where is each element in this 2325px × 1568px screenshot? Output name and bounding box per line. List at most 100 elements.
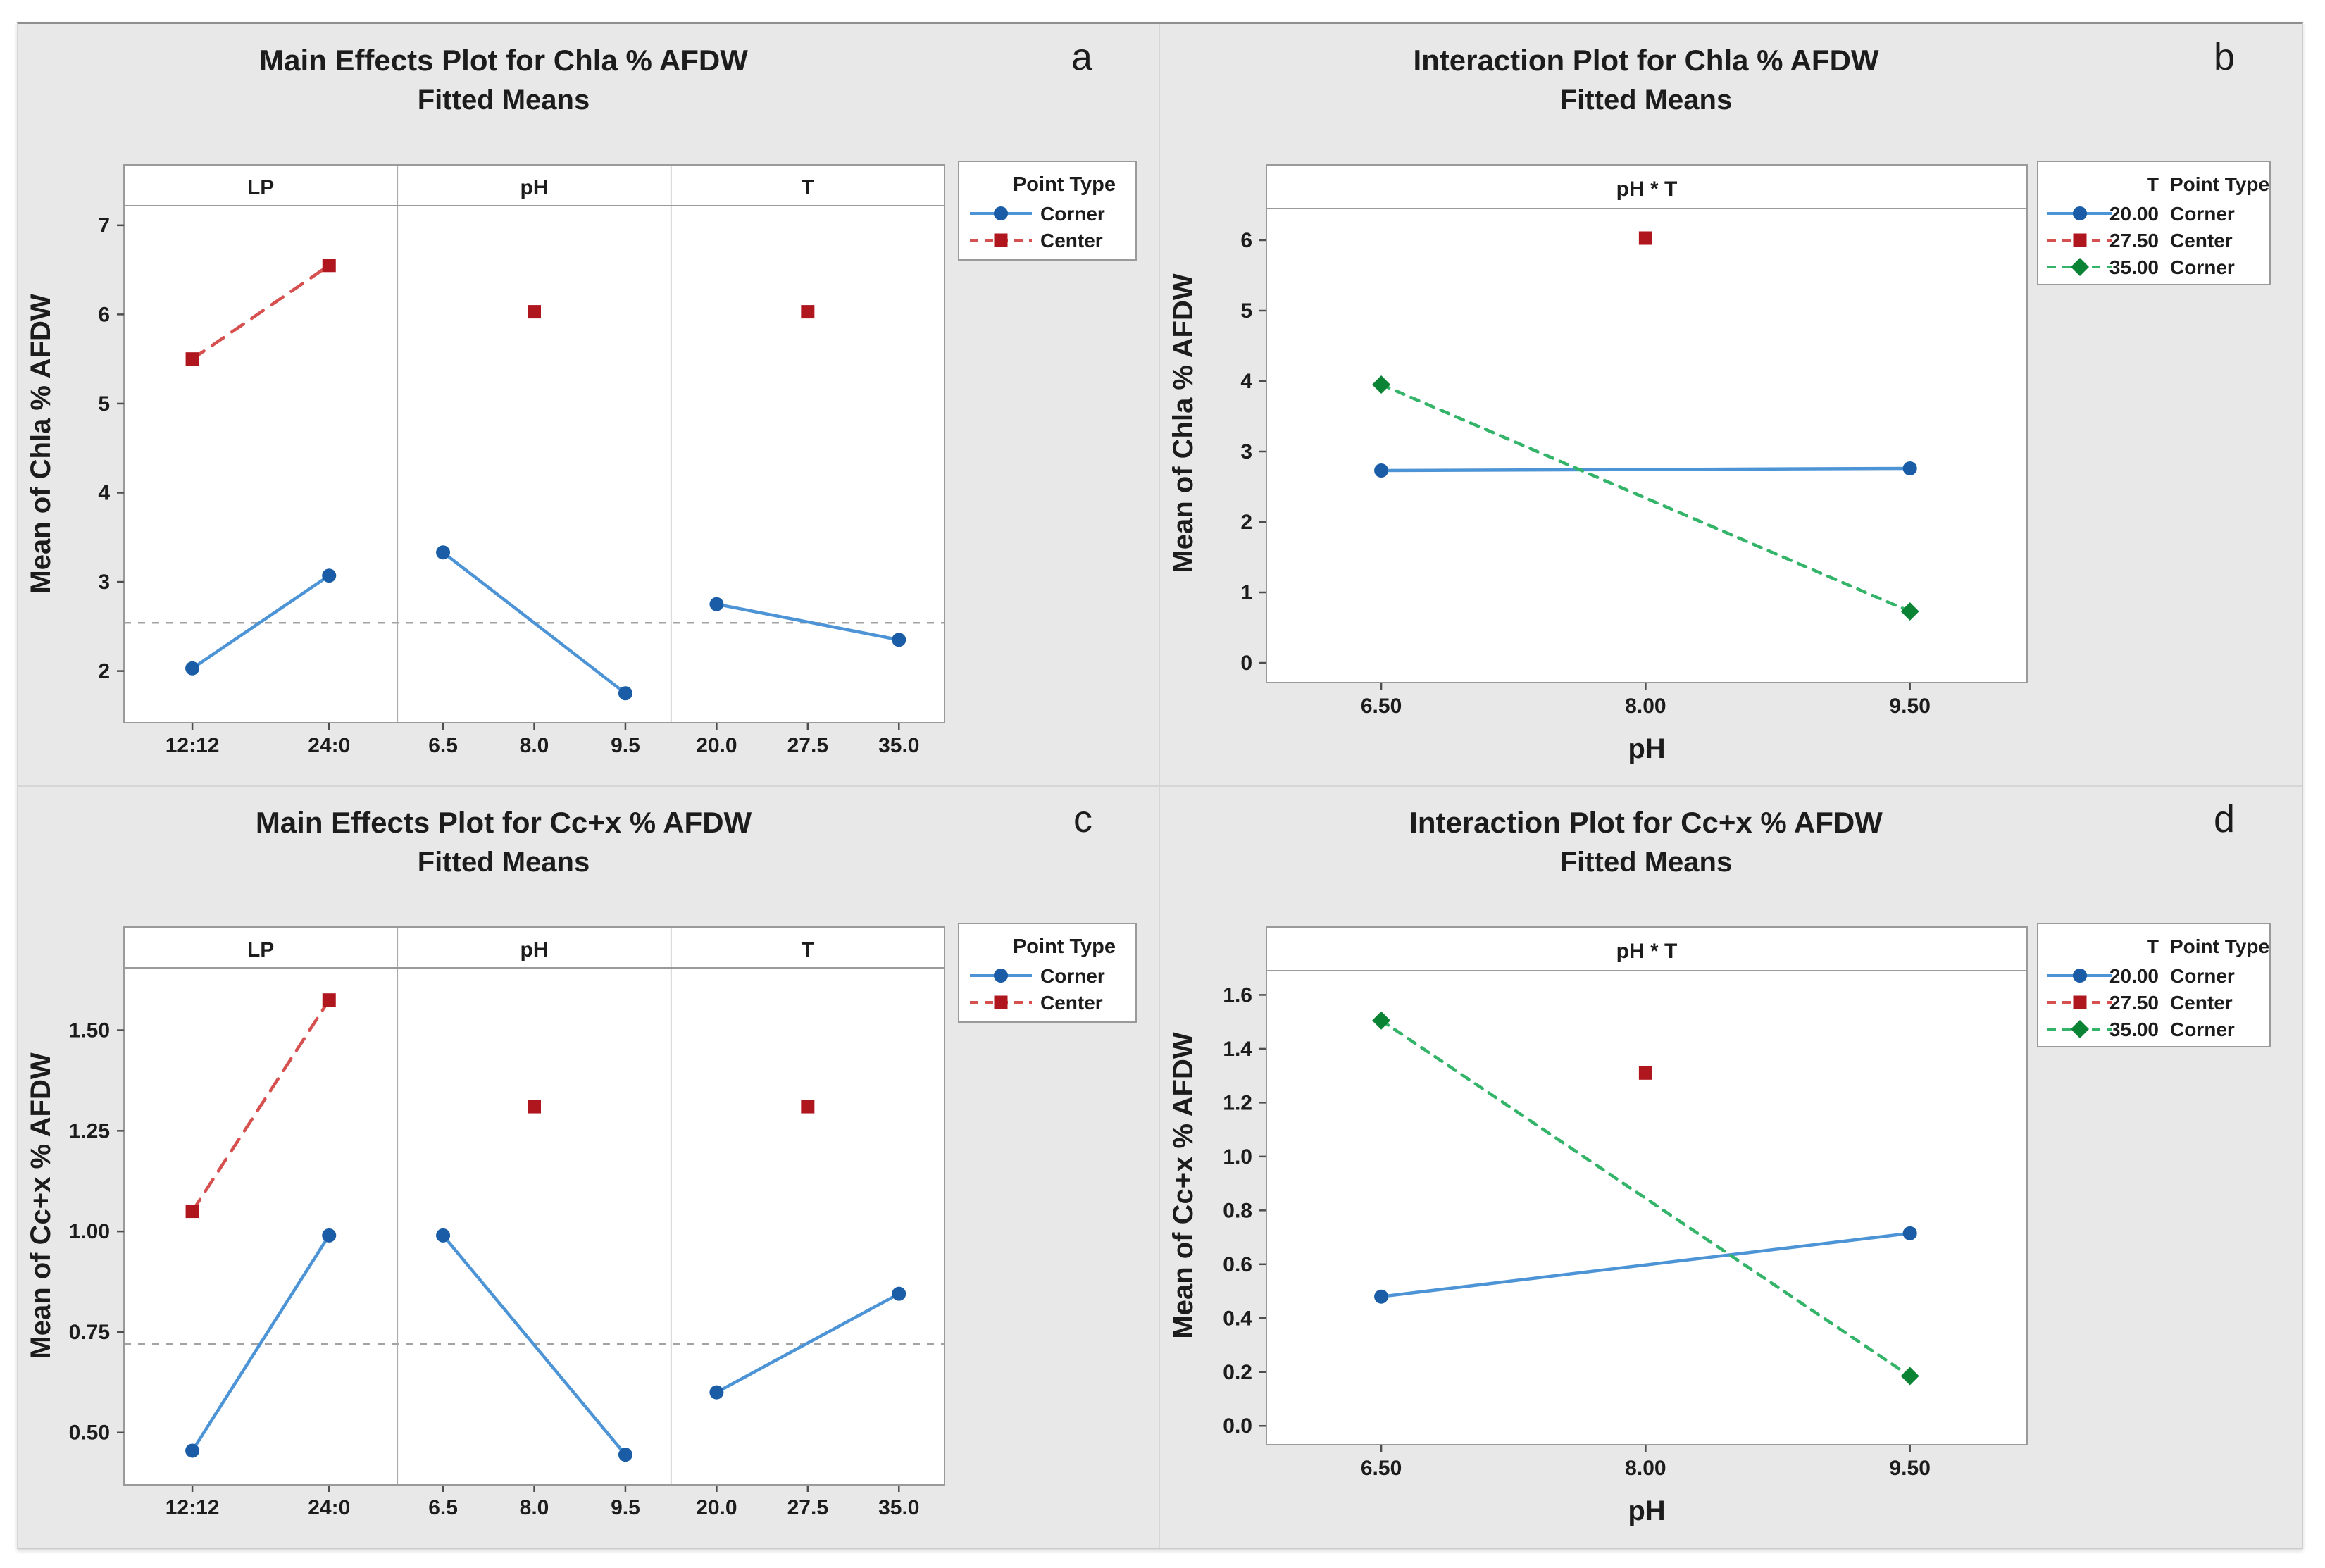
svg-text:Point Type: Point Type <box>1013 935 1116 958</box>
svg-text:LP: LP <box>247 938 274 962</box>
svg-text:Corner: Corner <box>2170 203 2235 225</box>
svg-text:9.50: 9.50 <box>1889 695 1930 718</box>
svg-text:Mean of Cc+x % AFDW: Mean of Cc+x % AFDW <box>1168 1032 1199 1338</box>
chart-subtitle: Fitted Means <box>1559 85 1733 116</box>
svg-text:5: 5 <box>1240 299 1252 323</box>
svg-text:pH * T: pH * T <box>1616 178 1678 201</box>
svg-text:1.00: 1.00 <box>69 1220 110 1243</box>
svg-text:8.0: 8.0 <box>520 734 549 757</box>
svg-text:1.0: 1.0 <box>1223 1145 1252 1169</box>
svg-text:6.5: 6.5 <box>428 734 458 757</box>
svg-text:Corner: Corner <box>1040 965 1105 987</box>
svg-text:Center: Center <box>1040 230 1103 251</box>
svg-text:20.00: 20.00 <box>2109 203 2159 225</box>
svg-text:27.50: 27.50 <box>2109 230 2159 251</box>
svg-text:35.0: 35.0 <box>878 1496 919 1519</box>
legend: T Point Type 20.00 Corner 27.50 Center 35.00 Co… <box>2037 923 2271 1047</box>
svg-text:1: 1 <box>1240 581 1252 604</box>
svg-text:T: T <box>2147 935 2159 957</box>
chart-title: Interaction Plot for Chla % AFDW <box>1413 44 1879 77</box>
main-effects-chart-ccx: LP 12:12 24:0 pH 6.5 8.0 9.5 T 20.0 27.5 35.0 1.50 1… <box>25 923 1137 1519</box>
chart-title: Interaction Plot for Cc+x % AFDW <box>1409 806 1883 839</box>
svg-text:Corner: Corner <box>1040 203 1105 225</box>
chart-subtitle: Fitted Means <box>417 85 590 116</box>
panel-letter-d: d <box>2213 798 2235 840</box>
svg-text:pH: pH <box>521 938 549 962</box>
svg-text:5: 5 <box>98 392 110 416</box>
panel-main-effects-chla: Main Effects Plot for Chla % AFDW Fitted… <box>18 24 1159 786</box>
svg-text:Mean of Chla % AFDW: Mean of Chla % AFDW <box>1168 273 1199 573</box>
svg-text:6: 6 <box>98 303 110 326</box>
svg-text:6: 6 <box>1240 229 1252 252</box>
svg-text:Corner: Corner <box>2170 1019 2235 1040</box>
legend: Point Type Corner Center <box>958 923 1137 1023</box>
panel-main-effects-ccx: Main Effects Plot for Cc+x % AFDW Fitted… <box>18 786 1159 1548</box>
legend: Point Type Corner Center <box>958 161 1137 261</box>
svg-text:12:12: 12:12 <box>166 734 220 757</box>
svg-text:9.5: 9.5 <box>611 1496 640 1519</box>
chart-title: Main Effects Plot for Chla % AFDW <box>259 44 748 77</box>
svg-text:1.2: 1.2 <box>1223 1091 1252 1114</box>
panel-interaction-ccx: Interaction Plot for Cc+x % AFDW Fitted … <box>1160 786 2302 1548</box>
svg-text:24:0: 24:0 <box>308 1496 350 1519</box>
svg-text:1.6: 1.6 <box>1223 983 1252 1007</box>
svg-text:T: T <box>802 938 814 962</box>
svg-text:35.00: 35.00 <box>2109 256 2159 278</box>
svg-text:pH: pH <box>1628 1495 1665 1526</box>
svg-text:T: T <box>802 176 814 199</box>
svg-text:2: 2 <box>1240 511 1252 534</box>
svg-text:pH * T: pH * T <box>1616 940 1678 963</box>
figure-canvas: Main Effects Plot for Chla % AFDW Fitted… <box>17 22 2303 1549</box>
svg-text:Corner: Corner <box>2170 965 2235 987</box>
svg-text:20.0: 20.0 <box>696 1496 737 1519</box>
panel-letter-a: a <box>1071 36 1092 78</box>
svg-text:6.50: 6.50 <box>1361 1457 1402 1480</box>
svg-text:4: 4 <box>1240 370 1252 393</box>
svg-text:8.00: 8.00 <box>1625 695 1666 718</box>
svg-text:Center: Center <box>2170 992 2233 1014</box>
svg-text:8.00: 8.00 <box>1625 1457 1666 1480</box>
svg-text:Point Type: Point Type <box>2170 935 2269 957</box>
svg-text:9.5: 9.5 <box>611 734 640 757</box>
svg-text:Point Type: Point Type <box>1013 173 1116 196</box>
svg-text:0.50: 0.50 <box>69 1421 110 1445</box>
svg-text:Center: Center <box>2170 230 2233 251</box>
svg-text:0.8: 0.8 <box>1223 1199 1252 1222</box>
svg-text:8.0: 8.0 <box>520 1496 549 1519</box>
svg-text:0.2: 0.2 <box>1223 1361 1252 1384</box>
svg-text:9.50: 9.50 <box>1889 1457 1930 1480</box>
svg-text:0.75: 0.75 <box>69 1321 110 1344</box>
chart-title: Main Effects Plot for Cc+x % AFDW <box>255 806 752 839</box>
svg-text:7: 7 <box>98 214 110 237</box>
svg-text:0: 0 <box>1240 652 1252 675</box>
svg-text:LP: LP <box>247 176 274 199</box>
panel-letter-c: c <box>1073 798 1092 840</box>
svg-text:Point Type: Point Type <box>2170 173 2269 195</box>
svg-text:1.50: 1.50 <box>69 1019 110 1043</box>
svg-text:12:12: 12:12 <box>166 1496 220 1519</box>
chart-subtitle: Fitted Means <box>1559 847 1733 878</box>
svg-text:0.0: 0.0 <box>1223 1414 1252 1438</box>
svg-text:27.50: 27.50 <box>2109 992 2159 1014</box>
svg-text:pH: pH <box>1628 733 1665 764</box>
svg-text:pH: pH <box>521 176 549 199</box>
svg-text:Mean of Cc+x % AFDW: Mean of Cc+x % AFDW <box>25 1052 56 1359</box>
svg-text:24:0: 24:0 <box>308 734 350 757</box>
svg-text:0.6: 0.6 <box>1223 1253 1252 1276</box>
quadrant-divider-horizontal <box>18 785 2302 787</box>
svg-text:4: 4 <box>98 481 110 504</box>
svg-text:6.50: 6.50 <box>1361 695 1402 718</box>
svg-text:20.0: 20.0 <box>696 734 737 757</box>
svg-text:35.0: 35.0 <box>878 734 919 757</box>
panel-letter-b: b <box>2213 36 2235 78</box>
panel-interaction-chla: Interaction Plot for Chla % AFDW Fitted … <box>1160 24 2302 786</box>
svg-text:Center: Center <box>1040 992 1103 1014</box>
main-effects-chart-chla: LP 12:12 24:0 pH 6.5 8.0 9.5 T 20.0 27.5 35.0 7 6 5 4 3… <box>25 161 1137 757</box>
interaction-chart-chla: pH * T 6 5 4 3 2 1 0 6.50 8.00 9.50 pH Mean of Chla … <box>1168 161 2271 764</box>
svg-text:2: 2 <box>98 660 110 683</box>
legend: T Point Type 20.00 Corner 27.50 Center 35.00 Co… <box>2037 161 2271 285</box>
svg-text:Mean of Chla % AFDW: Mean of Chla % AFDW <box>25 294 56 593</box>
svg-text:6.5: 6.5 <box>428 1496 458 1519</box>
svg-text:1.25: 1.25 <box>69 1119 110 1143</box>
chart-subtitle: Fitted Means <box>417 847 590 878</box>
